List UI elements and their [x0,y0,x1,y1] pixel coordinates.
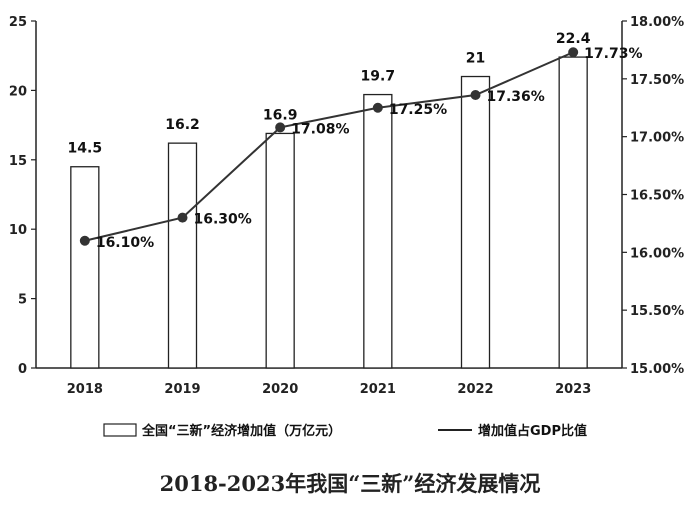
ratio-point [275,122,286,133]
x-tick-label: 2023 [555,382,591,397]
ratio-point [79,235,90,246]
bar [558,56,588,369]
right-tick-label: 15.50% [630,304,684,319]
bar [167,142,198,369]
bar-value-label: 14.5 [68,141,103,157]
ratio-line [84,51,574,242]
ratio-point [372,102,383,113]
bar-value-label: 22.4 [556,31,591,47]
left-tick-label: 25 [9,15,27,30]
x-tick-label: 2021 [360,382,396,397]
right-tick-label: 17.00% [630,131,684,146]
x-tick-label: 2018 [67,382,103,397]
legend-line-label: 增加值占GDP比值 [478,423,587,439]
ratio-value-label: 16.30% [194,212,252,228]
left-tick-label: 10 [9,223,27,238]
legend-bar-label: 全国“三新”经济增加值（万亿元） [141,423,341,439]
bar-value-label: 21 [466,51,485,67]
ratio-point [177,212,188,223]
bar [70,166,100,369]
bar [363,93,393,369]
ratio-value-label: 16.10% [96,235,154,251]
ratio-value-label: 17.73% [584,46,642,62]
chart: 0 5 10 15 20 25 15.00% 15.50% 16.00% 16.50% 17.00%… [9,15,684,439]
ratio-point [568,47,579,58]
x-tick-label: 2022 [457,382,493,397]
x-tick-label: 2019 [164,382,200,397]
ratio-value-label: 17.25% [389,102,447,118]
left-tick-label: 0 [18,362,27,377]
right-tick-label: 18.00% [630,15,684,30]
bar-value-label: 16.9 [263,107,298,123]
ratio-value-label: 17.36% [487,89,545,105]
chart-title: 2018-2023年我国“三新”经济发展情况 [159,471,541,496]
right-tick-label: 17.50% [630,73,684,88]
ratio-point [470,90,481,101]
left-tick-label: 15 [9,154,27,169]
bar [265,132,295,369]
ratio-value-label: 17.08% [291,121,349,137]
right-tick-label: 15.00% [630,362,684,377]
left-tick-label: 20 [9,84,27,99]
x-tick-label: 2020 [262,382,298,397]
right-tick-label: 16.50% [630,189,684,204]
right-tick-label: 16.00% [630,246,684,261]
legend-bar-swatch [103,423,137,437]
bar [460,75,491,369]
bar-value-label: 16.2 [165,117,200,133]
left-tick-label: 5 [18,293,27,308]
bar-value-label: 19.7 [361,69,396,85]
